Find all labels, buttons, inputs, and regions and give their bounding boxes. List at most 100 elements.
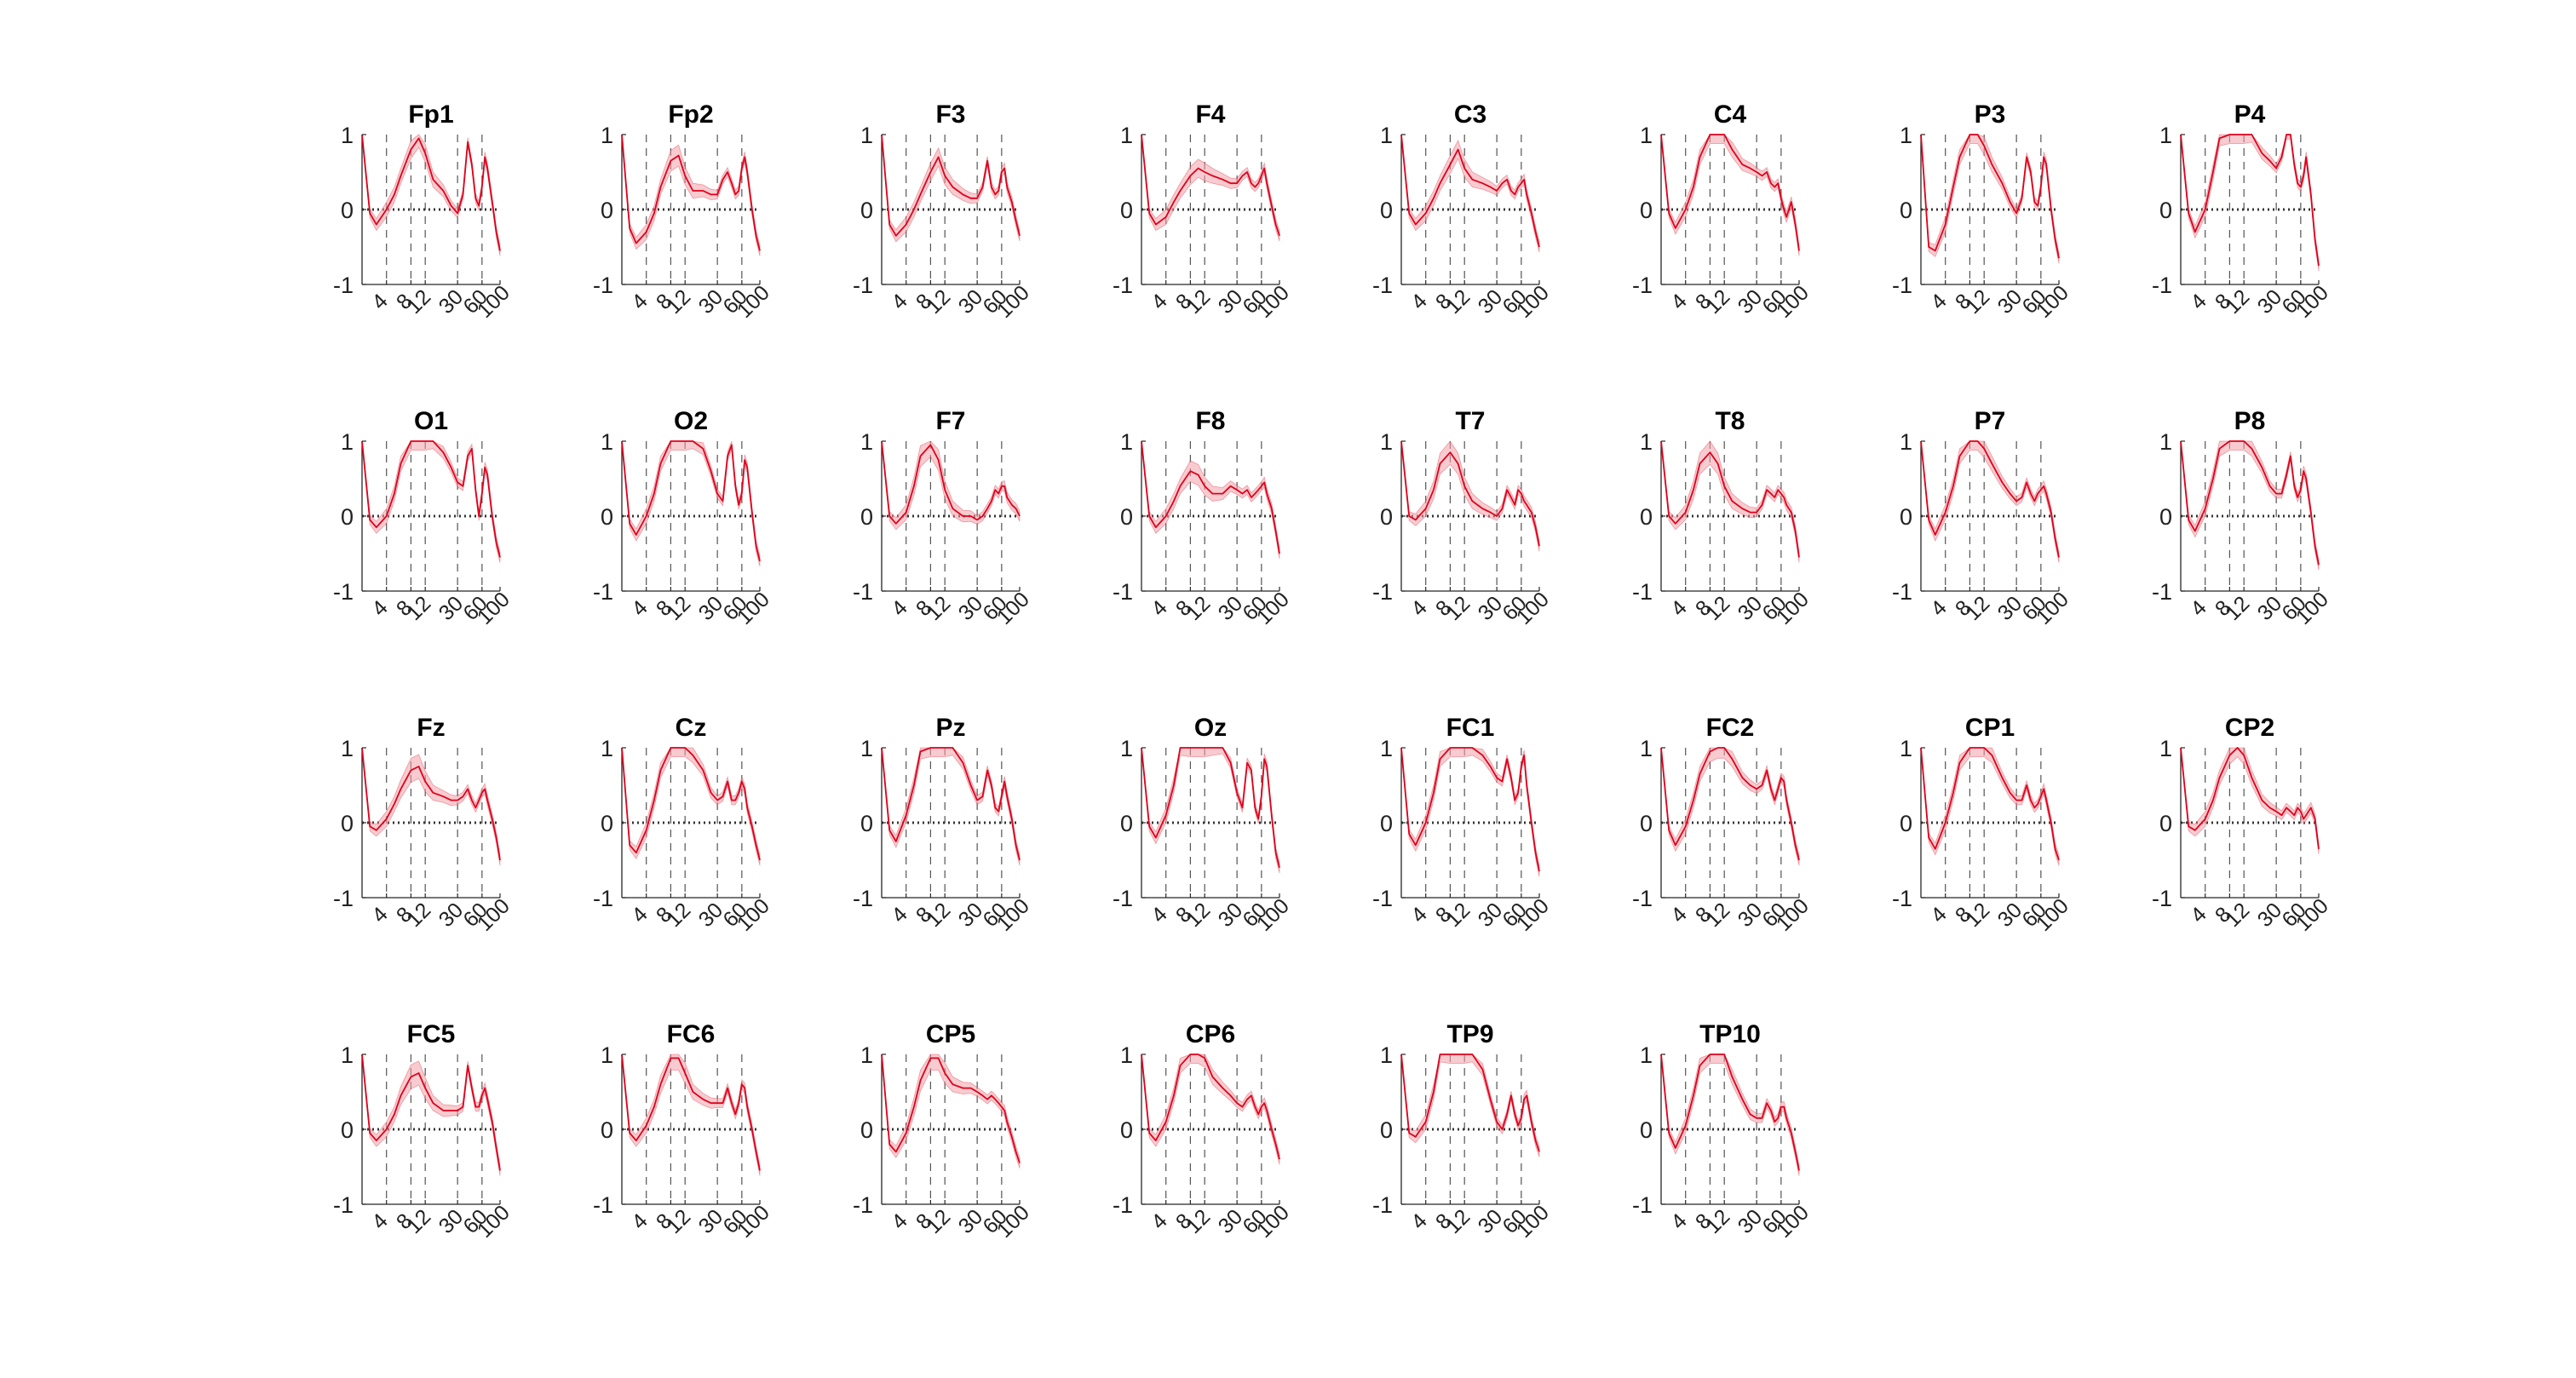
y-tick-label: 1 bbox=[2159, 429, 2172, 455]
panel-title: Fz bbox=[417, 714, 445, 742]
x-tick-label: 4 bbox=[1147, 595, 1172, 621]
y-tick-label: 1 bbox=[1900, 123, 1912, 148]
panel-title: CP1 bbox=[1965, 714, 2015, 742]
x-tick-label: 4 bbox=[1666, 902, 1692, 927]
panel-title: Pz bbox=[935, 714, 965, 742]
y-tick-label: 0 bbox=[1640, 811, 1653, 836]
y-tick-label: 1 bbox=[1900, 736, 1912, 761]
x-tick-label: 100 bbox=[2032, 588, 2073, 629]
series-line bbox=[1141, 134, 1280, 237]
y-tick-label: 1 bbox=[601, 429, 613, 455]
confidence-band bbox=[1141, 440, 1280, 560]
x-tick-label: 100 bbox=[992, 894, 1034, 936]
panel-title: FC5 bbox=[407, 1020, 456, 1048]
y-tick-label: 1 bbox=[860, 1042, 873, 1068]
x-tick-label: 4 bbox=[1147, 289, 1172, 314]
x-tick-label: 100 bbox=[473, 894, 515, 936]
panel-title: P3 bbox=[1975, 100, 2006, 129]
panel-title: FC2 bbox=[1706, 714, 1755, 742]
y-tick-label: -1 bbox=[1632, 886, 1653, 911]
y-tick-label: 0 bbox=[341, 504, 354, 530]
series-line bbox=[1920, 747, 2060, 861]
confidence-band bbox=[881, 440, 1021, 531]
y-tick-label: 1 bbox=[1900, 429, 1912, 455]
y-tick-label: -1 bbox=[1372, 273, 1393, 298]
y-tick-label: -1 bbox=[1372, 579, 1393, 605]
confidence-band bbox=[1400, 134, 1540, 253]
y-tick-label: -1 bbox=[1372, 886, 1393, 911]
series-line bbox=[1920, 134, 2060, 259]
panel-title: O1 bbox=[414, 407, 448, 435]
y-tick-label: 1 bbox=[601, 1042, 613, 1068]
y-tick-label: 1 bbox=[1380, 1042, 1393, 1068]
confidence-band bbox=[1660, 747, 1800, 866]
series-line bbox=[361, 1054, 501, 1171]
confidence-band bbox=[361, 440, 501, 563]
x-tick-label: 4 bbox=[367, 289, 393, 314]
y-tick-label: 1 bbox=[2159, 736, 2172, 761]
x-tick-label: 4 bbox=[1926, 902, 1952, 927]
y-tick-label: 0 bbox=[1640, 504, 1653, 530]
confidence-band bbox=[881, 1054, 1021, 1168]
y-tick-label: -1 bbox=[593, 579, 613, 605]
x-tick-label: 4 bbox=[627, 902, 653, 927]
panel-title: CP5 bbox=[926, 1020, 975, 1048]
series-line bbox=[361, 134, 501, 251]
x-tick-label: 4 bbox=[627, 289, 653, 314]
y-tick-label: 1 bbox=[1640, 429, 1653, 455]
series-line bbox=[1400, 747, 1540, 872]
panel-title: CP2 bbox=[2225, 714, 2274, 742]
series-line bbox=[2180, 440, 2320, 566]
y-tick-label: -1 bbox=[333, 886, 354, 911]
y-tick-label: 1 bbox=[1380, 736, 1393, 761]
x-tick-label: 4 bbox=[1666, 595, 1692, 621]
y-tick-label: -1 bbox=[333, 1192, 354, 1218]
confidence-band bbox=[1400, 1054, 1540, 1157]
y-tick-label: 0 bbox=[601, 1117, 613, 1143]
y-tick-label: -1 bbox=[2152, 886, 2172, 911]
x-tick-label: 100 bbox=[1512, 588, 1554, 629]
y-tick-label: 1 bbox=[1120, 429, 1133, 455]
x-tick-label: 4 bbox=[887, 902, 912, 927]
y-tick-label: 0 bbox=[860, 504, 873, 530]
y-tick-label: 0 bbox=[341, 198, 354, 223]
confidence-band bbox=[1141, 134, 1280, 242]
confidence-band bbox=[361, 747, 501, 866]
x-tick-label: 100 bbox=[1772, 894, 1814, 936]
y-tick-label: 0 bbox=[1120, 504, 1133, 530]
panel-title: C3 bbox=[1454, 100, 1486, 129]
x-tick-label: 100 bbox=[1252, 281, 1294, 323]
panel-title: Oz bbox=[1194, 714, 1227, 742]
y-tick-label: 0 bbox=[2159, 504, 2172, 530]
y-tick-label: 0 bbox=[860, 1117, 873, 1143]
confidence-band bbox=[621, 1054, 761, 1176]
series-line bbox=[621, 134, 761, 251]
panel-title: F8 bbox=[1195, 407, 1225, 435]
x-tick-label: 100 bbox=[473, 1201, 515, 1243]
confidence-band bbox=[2180, 440, 2320, 571]
series-line bbox=[1141, 747, 1280, 869]
y-tick-label: 1 bbox=[1640, 123, 1653, 148]
x-tick-label: 100 bbox=[992, 1201, 1034, 1243]
series-line bbox=[1660, 440, 1800, 558]
panel-title: P4 bbox=[2234, 100, 2266, 129]
x-tick-label: 100 bbox=[1772, 281, 1814, 323]
y-tick-label: 1 bbox=[860, 429, 873, 455]
x-tick-label: 100 bbox=[733, 281, 774, 323]
confidence-band bbox=[621, 134, 761, 256]
y-tick-label: 0 bbox=[1380, 504, 1393, 530]
x-tick-label: 4 bbox=[367, 902, 393, 927]
